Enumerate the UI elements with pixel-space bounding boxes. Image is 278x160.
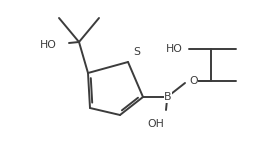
Text: HO: HO — [40, 40, 57, 50]
Text: HO: HO — [166, 44, 183, 54]
Text: B: B — [164, 92, 172, 102]
Text: OH: OH — [148, 119, 165, 129]
Text: O: O — [189, 76, 198, 86]
Text: S: S — [133, 47, 140, 57]
